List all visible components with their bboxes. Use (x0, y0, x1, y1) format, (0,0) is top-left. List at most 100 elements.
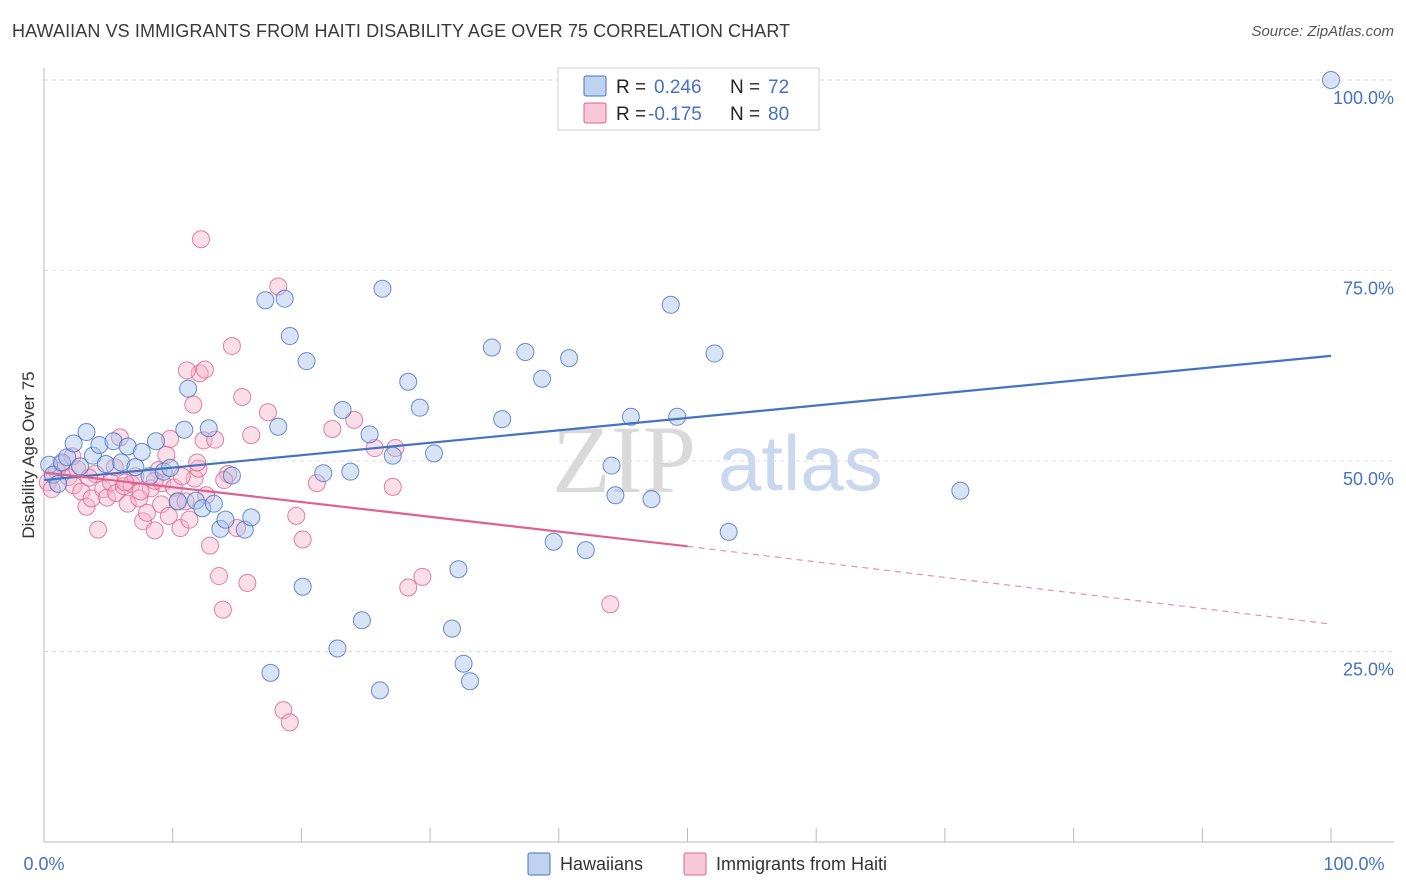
x-axis-ticks (43, 828, 1332, 842)
haiti-point (131, 482, 150, 501)
haiti-point (206, 430, 225, 449)
trend-lines (43, 354, 1332, 625)
legend-swatch-haiti (583, 102, 607, 124)
hawaiians-point (222, 466, 241, 485)
haiti-point (159, 506, 178, 525)
legend-n-value-haiti: 80 (768, 104, 789, 125)
hawaiians-point (576, 541, 595, 560)
haiti-point (323, 419, 342, 438)
hawaiians-point (621, 407, 640, 426)
haiti-point (180, 510, 199, 529)
bottom-legend-swatch-haiti (683, 852, 707, 876)
haiti-point (210, 567, 229, 586)
axes (43, 68, 1394, 843)
hawaiians-point (275, 289, 294, 308)
hawaiians-point (104, 432, 123, 451)
hawaiians-point (705, 344, 724, 363)
legend-box: R = 0.246 N = 72 R = -0.175 N = 80 (557, 67, 820, 131)
haiti-point (258, 403, 277, 422)
hawaiians-point (77, 423, 96, 442)
hawaiians-point (533, 369, 552, 388)
watermark-atlas: atlas (718, 419, 883, 507)
legend-r-value-hawaiians: 0.246 (654, 77, 702, 98)
hawaiians-point (560, 349, 579, 368)
haiti-point (345, 410, 364, 429)
haiti-point (192, 230, 211, 249)
hawaiians-point (242, 508, 261, 527)
hawaiians-point (642, 490, 661, 509)
hawaiians-point (146, 432, 165, 451)
haiti-point (383, 477, 402, 496)
haiti-point (188, 453, 207, 472)
hawaiians-point (186, 491, 205, 510)
hawaiians-point (399, 372, 418, 391)
hawaiians-point (314, 464, 333, 483)
hawaiians-point (118, 437, 137, 456)
hawaiians-point (175, 420, 194, 439)
hawaiians-point (168, 492, 187, 511)
haiti-point (145, 521, 164, 540)
hawaiians-point (179, 379, 198, 398)
hawaiians-point (341, 462, 360, 481)
hawaiians-point (280, 327, 299, 346)
bottom-legend: Hawaiians Immigrants from Haiti (527, 852, 887, 876)
hawaiians-point (216, 510, 235, 529)
hawaiians-point (132, 442, 151, 461)
haiti-point (89, 520, 108, 539)
y-tick-label-25: 25.0% (1343, 660, 1394, 680)
haiti-point (177, 361, 196, 380)
haiti-point (413, 567, 432, 586)
haiti-point (161, 429, 180, 448)
hawaiians-point (516, 343, 535, 362)
haiti-point (213, 600, 232, 619)
hawaiians-point (293, 577, 312, 596)
haiti-point (195, 360, 214, 379)
hawaiians-point (370, 681, 389, 700)
x-tick-label-min: 0.0% (23, 854, 64, 874)
bottom-legend-label-hawaiians: Hawaiians (560, 854, 643, 874)
trend-line-hawaiians (43, 354, 1332, 482)
haiti-point (238, 573, 257, 592)
hawaiians-point (449, 560, 468, 579)
haiti-point (77, 497, 96, 516)
haiti-point (98, 488, 117, 507)
series-hawaiians (40, 71, 1340, 700)
hawaiians-point (297, 352, 316, 371)
hawaiians-point (373, 279, 392, 298)
hawaiians-point (71, 457, 90, 476)
haiti-point (107, 484, 126, 503)
legend-r-label-haiti: R = (616, 104, 646, 125)
x-tick-label-max: 100.0% (1323, 854, 1384, 874)
haiti-point (176, 492, 195, 511)
haiti-point (293, 530, 312, 549)
hawaiians-point (204, 494, 223, 513)
legend-n-label-hawaiians: N = (730, 77, 760, 98)
hawaiians-point (668, 407, 687, 426)
chart-title: HAWAIIAN VS IMMIGRANTS FROM HAITI DISABI… (12, 21, 791, 41)
hawaiians-point (424, 444, 443, 463)
haiti-point (601, 595, 620, 614)
y-tick-label-100: 100.0% (1333, 88, 1394, 108)
hawaiians-point (193, 499, 212, 518)
haiti-point (233, 387, 252, 406)
hawaiians-point (333, 400, 352, 419)
haiti-point (399, 578, 418, 597)
hawaiians-point (602, 456, 621, 475)
hawaiians-point (719, 522, 738, 541)
legend-r-value-haiti: -0.175 (648, 104, 702, 125)
hawaiians-point (493, 410, 512, 429)
source-label: Source: ZipAtlas.com (1251, 23, 1394, 40)
hawaiians-point (256, 291, 275, 310)
legend-n-label-haiti: N = (730, 104, 760, 125)
haiti-point (307, 474, 326, 493)
hawaiians-point (460, 672, 479, 691)
haiti-point (287, 506, 306, 525)
gridlines (44, 79, 1394, 652)
bottom-legend-label-haiti: Immigrants from Haiti (716, 854, 887, 874)
y-tick-label-50: 50.0% (1343, 469, 1394, 489)
hawaiians-point (112, 453, 131, 472)
trend-line-haiti-extension (687, 545, 1332, 625)
haiti-point (222, 336, 241, 355)
hawaiians-point (83, 446, 102, 465)
hawaiians-point (352, 611, 371, 630)
